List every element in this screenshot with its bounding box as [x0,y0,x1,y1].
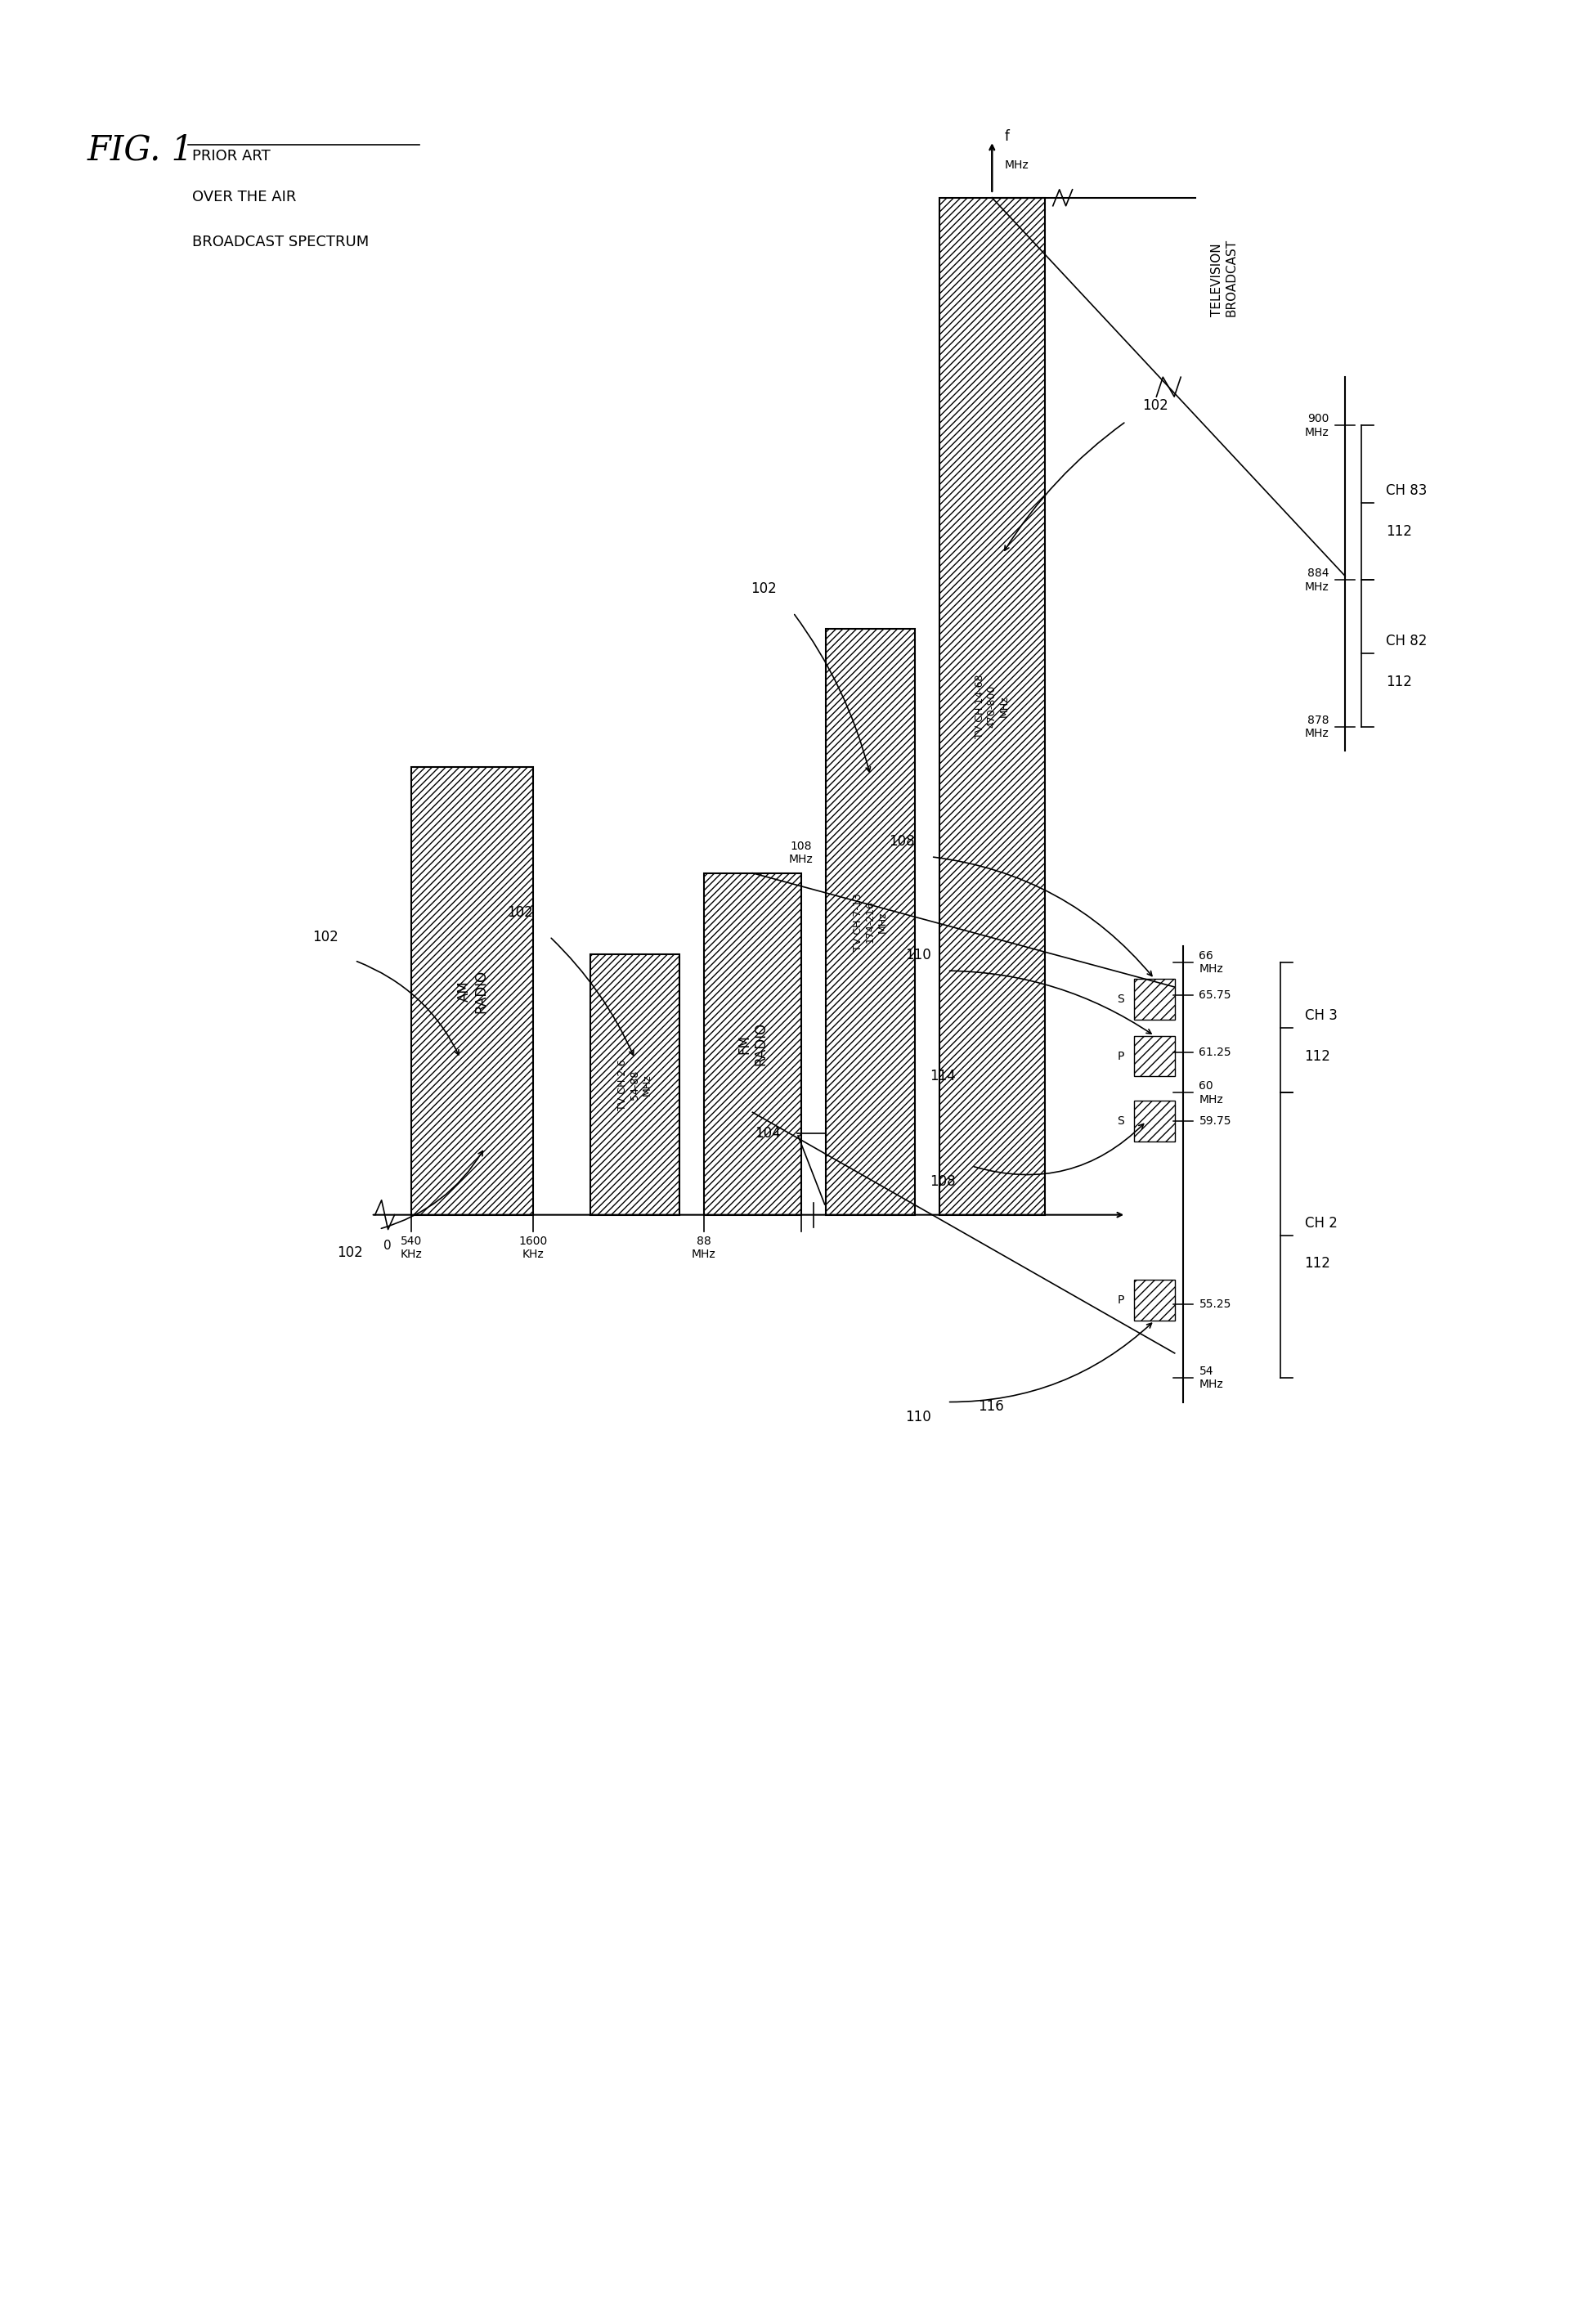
Text: 112: 112 [1385,675,1412,689]
Text: 1600
KHz: 1600 KHz [519,1236,547,1259]
Text: 110: 110 [905,1410,930,1424]
Text: 102: 102 [313,930,338,944]
Text: P: P [1117,1294,1124,1306]
Text: 102: 102 [752,582,777,596]
Bar [825,628,915,1215]
Text: 112: 112 [1385,524,1412,538]
Text: AM
RADIO: AM RADIO [456,969,488,1013]
Text: 112: 112 [1304,1257,1331,1271]
Text: 65.75: 65.75 [1199,990,1232,1002]
Text: 540
KHz: 540 KHz [401,1236,423,1259]
Text: 61.25: 61.25 [1199,1046,1232,1057]
Bar [1135,1037,1175,1076]
Text: 900
MHz: 900 MHz [1304,413,1329,438]
Bar [591,955,680,1215]
Text: f: f [1004,130,1009,144]
Text: TV CH 14-68
470-800
MHz: TV CH 14-68 470-800 MHz [975,675,1010,737]
Text: 108
MHz: 108 MHz [788,839,814,865]
Bar [1135,1102,1175,1141]
Text: 114: 114 [929,1069,956,1083]
Text: 112: 112 [1304,1048,1331,1064]
Text: 60
MHz: 60 MHz [1199,1081,1224,1106]
Text: 108: 108 [929,1173,956,1190]
Text: 102: 102 [1143,399,1168,413]
Text: 102: 102 [508,904,533,921]
Text: 110: 110 [905,948,930,962]
Bar [412,768,533,1215]
Text: CH 2: CH 2 [1304,1215,1337,1231]
Text: OVER THE AIR: OVER THE AIR [193,190,297,204]
Text: 55.25: 55.25 [1199,1299,1231,1310]
Text: 0: 0 [383,1238,391,1252]
Bar [940,197,1045,1215]
Bar [1135,1280,1175,1320]
Text: S: S [1117,993,1124,1004]
Text: 878
MHz: 878 MHz [1304,714,1329,740]
Text: 102: 102 [337,1245,362,1259]
Text: MHz: MHz [1004,160,1028,172]
Text: CH 82: CH 82 [1385,633,1427,649]
Text: 884
MHz: 884 MHz [1304,568,1329,591]
Text: P: P [1117,1051,1124,1062]
Text: BROADCAST SPECTRUM: BROADCAST SPECTRUM [193,234,369,248]
Text: 54
MHz: 54 MHz [1199,1366,1224,1389]
Text: TELEVISION
BROADCAST: TELEVISION BROADCAST [1211,239,1238,315]
Bar [704,872,801,1215]
Text: PRIOR ART: PRIOR ART [193,148,271,165]
Bar [1135,979,1175,1020]
Text: TV CH 7-13
174-216
MHz: TV CH 7-13 174-216 MHz [852,893,887,951]
Text: 66
MHz: 66 MHz [1199,951,1224,974]
Text: CH 83: CH 83 [1385,482,1427,499]
Text: 88
MHz: 88 MHz [691,1236,717,1259]
Text: FM
RADIO: FM RADIO [737,1023,768,1067]
Text: CH 3: CH 3 [1304,1009,1337,1023]
Text: 108: 108 [889,835,915,849]
Text: FIG. 1: FIG. 1 [86,132,193,167]
Text: TV CH 2-6
54-88
MHz: TV CH 2-6 54-88 MHz [618,1060,653,1111]
Text: S: S [1117,1115,1124,1127]
Text: 59.75: 59.75 [1199,1115,1232,1127]
Text: 104: 104 [755,1127,780,1141]
Text: 116: 116 [978,1398,1004,1412]
